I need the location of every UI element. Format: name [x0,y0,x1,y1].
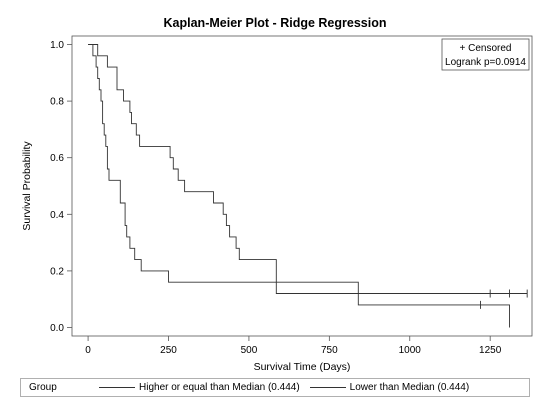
y-tick-label: 0.0 [50,323,64,334]
x-tick-label: 500 [241,345,258,356]
survival-curve-1 [88,44,528,294]
x-tick-label: 750 [321,345,338,356]
plot-area: Kaplan-Meier Plot - Ridge Regression Sur… [21,16,533,373]
y-tick-label: 0.6 [50,153,64,164]
y-tick-label: 1.0 [50,40,64,51]
annotation-frame [441,38,530,71]
x-tick-label: 1000 [399,345,422,356]
legend-entry-higher: Higher or equal than Median (0.444) [99,382,300,393]
survival-curve-2 [88,44,510,328]
y-tick-label: 0.8 [50,97,64,108]
logrank-note: Logrank p=0.0914 [445,57,526,68]
legend-label-lower: Lower than Median (0.444) [349,382,470,393]
plot-frame [71,35,533,337]
x-tick-label: 0 [85,345,91,356]
y-tick-label: 0.4 [50,210,64,221]
legend-label-higher: Higher or equal than Median (0.444) [139,382,300,393]
legend-line-higher [99,387,135,388]
y-tick-label: 0.2 [50,266,64,277]
censored-note: + Censored [460,43,512,54]
survival-curves [88,44,528,328]
chart-title: Kaplan-Meier Plot - Ridge Regression [164,16,387,30]
legend-line-lower [309,387,346,388]
legend-entry-lower: Lower than Median (0.444) [309,382,470,393]
legend-title: Group [29,382,57,393]
x-tick-label: 1250 [479,345,502,356]
annotation-box: + Censored Logrank p=0.0914 [441,38,530,71]
y-axis-label: Survival Probability [21,141,33,231]
x-tick-label: 250 [160,345,177,356]
axes: 0 250 500 750 1000 1250 0.0 0.2 0.4 0.6 0.8 1.0 [50,35,533,356]
legend: Group Higher or equal than Median (0.444… [20,378,530,397]
x-axis-label: Survival Time (Days) [254,361,351,373]
